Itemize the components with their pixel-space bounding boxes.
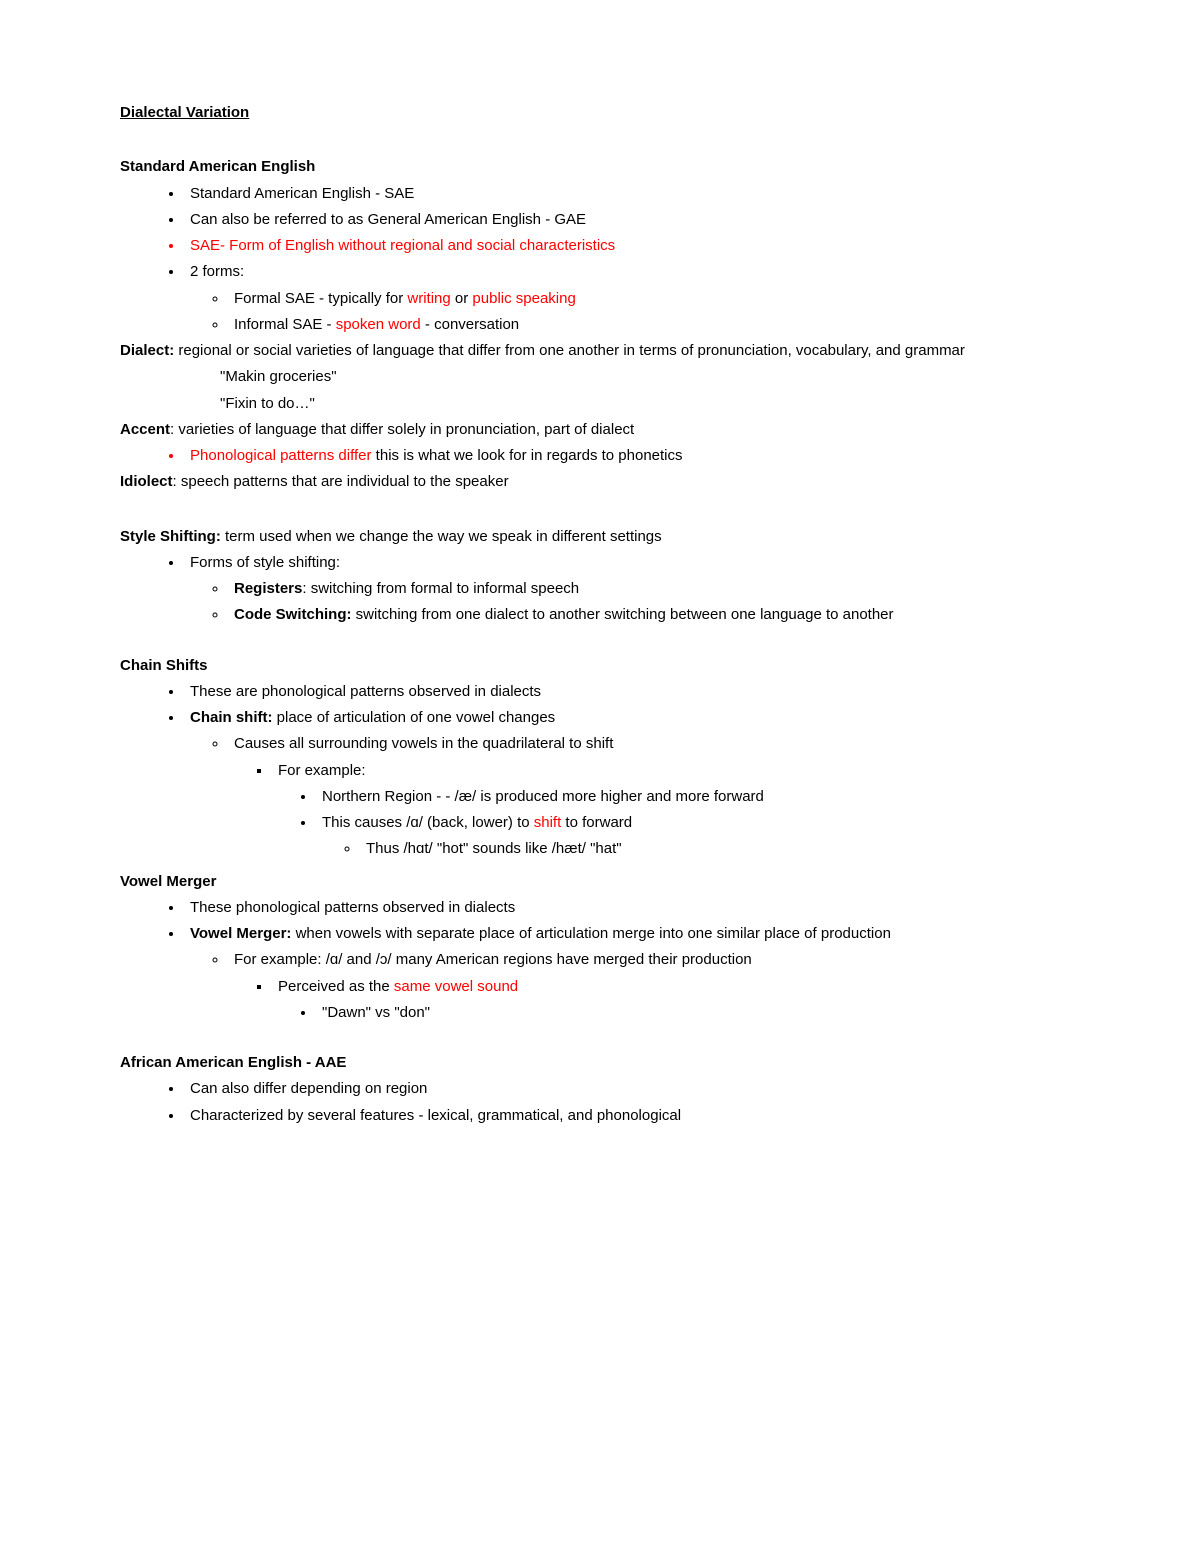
list-item: Perceived as the same vowel sound "Dawn"… xyxy=(272,974,1080,1027)
heading-vowel-merger: Vowel Merger xyxy=(120,869,1080,895)
list-item: Forms of style shifting: Registers: swit… xyxy=(184,550,1080,629)
list-item: "Dawn" vs "don" xyxy=(316,1000,1080,1026)
list-item: This causes /ɑ/ (back, lower) to shift t… xyxy=(316,810,1080,863)
text: - conversation xyxy=(421,316,519,333)
definition: term used when we change the way we spea… xyxy=(221,528,662,545)
quote: "Makin groceries" xyxy=(120,364,1080,390)
text: Formal SAE - typically for xyxy=(234,290,407,307)
text-red: spoken word xyxy=(336,316,421,333)
list-merger: These phonological patterns observed in … xyxy=(120,895,1080,1026)
sublist: Formal SAE - typically for writing or pu… xyxy=(190,286,1080,339)
list-item: Vowel Merger: when vowels with separate … xyxy=(184,921,1080,1026)
definition: place of articulation of one vowel chang… xyxy=(273,709,556,726)
term: Chain shift: xyxy=(190,709,273,726)
list-item: Phonological patterns differ this is wha… xyxy=(184,443,1080,469)
paragraph-idiolect: Idiolect: speech patterns that are indiv… xyxy=(120,469,1080,495)
term: Registers xyxy=(234,580,302,597)
text-red: same vowel sound xyxy=(394,978,518,995)
text-red: writing xyxy=(407,290,450,307)
term: Vowel Merger: xyxy=(190,925,291,942)
definition: : varieties of language that differ sole… xyxy=(170,421,634,438)
text-red: Phonological patterns differ xyxy=(190,447,372,464)
text: Perceived as the xyxy=(278,978,394,995)
quote: "Fixin to do…" xyxy=(120,391,1080,417)
text: For example: /ɑ/ and /ɔ/ many American r… xyxy=(234,951,752,968)
list-item: SAE- Form of English without regional an… xyxy=(184,233,1080,259)
list-item: Thus /hɑt/ "hot" sounds like /hæt/ "hat" xyxy=(360,836,1080,862)
text: this is what we look for in regards to p… xyxy=(372,447,683,464)
heading-aae: African American English - AAE xyxy=(120,1050,1080,1076)
sublist: Causes all surrounding vowels in the qua… xyxy=(190,731,1080,862)
list-item: Informal SAE - spoken word - conversatio… xyxy=(228,312,1080,338)
list-item: For example: Northern Region - - /æ/ is … xyxy=(272,758,1080,863)
term: Code Switching: xyxy=(234,606,352,623)
sublist: Perceived as the same vowel sound "Dawn"… xyxy=(234,974,1080,1027)
list-item: For example: /ɑ/ and /ɔ/ many American r… xyxy=(228,947,1080,1026)
list-item: Standard American English - SAE xyxy=(184,181,1080,207)
list-item: Formal SAE - typically for writing or pu… xyxy=(228,286,1080,312)
definition: : switching from formal to informal spee… xyxy=(302,580,579,597)
document-page: Dialectal Variation Standard American En… xyxy=(0,0,1200,1553)
list-item: These are phonological patterns observed… xyxy=(184,679,1080,705)
text: This causes /ɑ/ (back, lower) to xyxy=(322,814,534,831)
text-red: shift xyxy=(534,814,562,831)
list-item: Northern Region - - /æ/ is produced more… xyxy=(316,784,1080,810)
sublist: "Dawn" vs "don" xyxy=(278,1000,1080,1026)
paragraph-style-shifting: Style Shifting: term used when we change… xyxy=(120,524,1080,550)
list-item: Characterized by several features - lexi… xyxy=(184,1103,1080,1129)
paragraph-accent: Accent: varieties of language that diffe… xyxy=(120,417,1080,443)
term: Dialect: xyxy=(120,342,174,359)
list-sae: Standard American English - SAE Can also… xyxy=(120,181,1080,339)
sublist: Registers: switching from formal to info… xyxy=(190,576,1080,629)
definition: when vowels with separate place of artic… xyxy=(291,925,891,942)
term: Style Shifting: xyxy=(120,528,221,545)
term: Accent xyxy=(120,421,170,438)
heading-chain-shifts: Chain Shifts xyxy=(120,653,1080,679)
list-style: Forms of style shifting: Registers: swit… xyxy=(120,550,1080,629)
definition: : speech patterns that are individual to… xyxy=(173,473,509,490)
text: to forward xyxy=(561,814,632,831)
definition: switching from one dialect to another sw… xyxy=(352,606,894,623)
text: Forms of style shifting: xyxy=(190,554,340,571)
sublist: For example: Northern Region - - /æ/ is … xyxy=(234,758,1080,863)
list-item: These phonological patterns observed in … xyxy=(184,895,1080,921)
paragraph-dialect: Dialect: regional or social varieties of… xyxy=(120,338,1080,364)
text: or xyxy=(451,290,473,307)
text: Causes all surrounding vowels in the qua… xyxy=(234,735,613,752)
text-red: public speaking xyxy=(472,290,575,307)
text: 2 forms: xyxy=(190,263,244,280)
list-item: Can also differ depending on region xyxy=(184,1076,1080,1102)
list-item: Registers: switching from formal to info… xyxy=(228,576,1080,602)
list-aae: Can also differ depending on region Char… xyxy=(120,1076,1080,1129)
sublist: Thus /hɑt/ "hot" sounds like /hæt/ "hat" xyxy=(322,836,1080,862)
heading-sae: Standard American English xyxy=(120,154,1080,180)
term: Idiolect xyxy=(120,473,173,490)
page-title: Dialectal Variation xyxy=(120,100,1080,126)
text: Informal SAE - xyxy=(234,316,336,333)
sublist: For example: /ɑ/ and /ɔ/ many American r… xyxy=(190,947,1080,1026)
list-chain: These are phonological patterns observed… xyxy=(120,679,1080,863)
list-item: Can also be referred to as General Ameri… xyxy=(184,207,1080,233)
list-accent: Phonological patterns differ this is wha… xyxy=(120,443,1080,469)
list-item: Causes all surrounding vowels in the qua… xyxy=(228,731,1080,862)
list-item: Chain shift: place of articulation of on… xyxy=(184,705,1080,863)
list-item: 2 forms: Formal SAE - typically for writ… xyxy=(184,259,1080,338)
text: For example: xyxy=(278,762,366,779)
list-item: Code Switching: switching from one diale… xyxy=(228,602,1080,628)
definition: regional or social varieties of language… xyxy=(174,342,965,359)
sublist: Northern Region - - /æ/ is produced more… xyxy=(278,784,1080,863)
